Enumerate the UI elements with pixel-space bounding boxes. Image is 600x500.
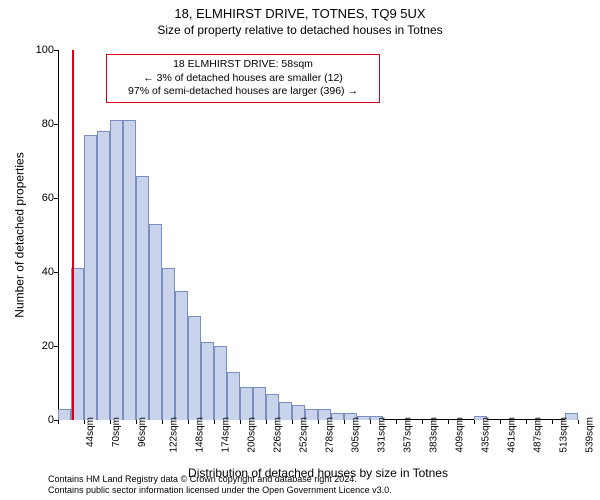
y-tick-mark bbox=[54, 272, 58, 273]
y-tick-label: 0 bbox=[24, 414, 54, 426]
histogram-bar bbox=[58, 409, 71, 420]
y-axis-line bbox=[58, 50, 59, 420]
x-tick-mark bbox=[344, 420, 345, 424]
x-tick-mark bbox=[578, 420, 579, 424]
x-tick-label: 435sqm bbox=[481, 417, 492, 453]
x-tick-mark bbox=[526, 420, 527, 424]
histogram-bar bbox=[162, 268, 175, 420]
footer-line-2: Contains public sector information licen… bbox=[48, 485, 392, 496]
footer-line-1: Contains HM Land Registry data © Crown c… bbox=[48, 474, 392, 485]
histogram-bar bbox=[240, 387, 253, 420]
y-tick-label: 40 bbox=[24, 266, 54, 278]
x-tick-label: 174sqm bbox=[221, 417, 232, 453]
y-tick-label: 80 bbox=[24, 118, 54, 130]
x-tick-label: 487sqm bbox=[533, 417, 544, 453]
y-tick-mark bbox=[54, 198, 58, 199]
annotation-line: ← 3% of detached houses are smaller (12) bbox=[113, 72, 373, 86]
y-tick-mark bbox=[54, 346, 58, 347]
property-marker-line bbox=[72, 50, 74, 420]
histogram-bar bbox=[175, 291, 188, 421]
plot-wrapper: Number of detached properties 0204060801… bbox=[58, 50, 578, 420]
x-tick-label: 226sqm bbox=[273, 417, 284, 453]
footer-text: Contains HM Land Registry data © Crown c… bbox=[48, 474, 392, 497]
x-tick-mark bbox=[318, 420, 319, 424]
y-axis-label: Number of detached properties bbox=[10, 50, 30, 420]
x-tick-mark bbox=[370, 420, 371, 424]
x-tick-mark bbox=[448, 420, 449, 424]
x-tick-label: 539sqm bbox=[585, 417, 596, 453]
histogram-bar bbox=[84, 135, 97, 420]
x-tick-mark bbox=[136, 420, 137, 424]
x-tick-mark bbox=[552, 420, 553, 424]
x-tick-label: 383sqm bbox=[429, 417, 440, 453]
x-tick-mark bbox=[84, 420, 85, 424]
histogram-bar bbox=[253, 387, 266, 420]
x-tick-mark bbox=[240, 420, 241, 424]
histogram-bar bbox=[110, 120, 123, 420]
x-tick-label: 96sqm bbox=[137, 417, 148, 447]
x-tick-label: 252sqm bbox=[299, 417, 310, 453]
x-tick-label: 305sqm bbox=[351, 417, 362, 453]
plot-area: 02040608010044sqm70sqm96sqm122sqm148sqm1… bbox=[58, 50, 578, 420]
x-tick-mark bbox=[110, 420, 111, 424]
x-tick-mark bbox=[500, 420, 501, 424]
histogram-bar bbox=[188, 316, 201, 420]
x-tick-label: 461sqm bbox=[507, 417, 518, 453]
chart-title: 18, ELMHIRST DRIVE, TOTNES, TQ9 5UX bbox=[0, 0, 600, 21]
x-tick-label: 409sqm bbox=[455, 417, 466, 453]
y-tick-label: 100 bbox=[24, 44, 54, 56]
histogram-bar bbox=[201, 342, 214, 420]
x-tick-mark bbox=[292, 420, 293, 424]
y-tick-label: 20 bbox=[24, 340, 54, 352]
annotation-line: 97% of semi-detached houses are larger (… bbox=[113, 85, 373, 99]
x-tick-mark bbox=[188, 420, 189, 424]
x-tick-label: 331sqm bbox=[377, 417, 388, 453]
x-tick-mark bbox=[396, 420, 397, 424]
x-tick-mark bbox=[214, 420, 215, 424]
x-tick-mark bbox=[266, 420, 267, 424]
x-tick-label: 200sqm bbox=[247, 417, 258, 453]
x-tick-mark bbox=[58, 420, 59, 424]
x-tick-label: 70sqm bbox=[111, 417, 122, 447]
histogram-bar bbox=[149, 224, 162, 420]
annotation-line: 18 ELMHIRST DRIVE: 58sqm bbox=[113, 58, 373, 72]
histogram-bar bbox=[123, 120, 136, 420]
x-tick-label: 357sqm bbox=[403, 417, 414, 453]
x-tick-label: 148sqm bbox=[195, 417, 206, 453]
y-tick-label: 60 bbox=[24, 192, 54, 204]
chart-subtitle: Size of property relative to detached ho… bbox=[0, 21, 600, 37]
histogram-bar bbox=[136, 176, 149, 420]
annotation-box: 18 ELMHIRST DRIVE: 58sqm← 3% of detached… bbox=[106, 54, 380, 103]
histogram-bar bbox=[214, 346, 227, 420]
x-tick-mark bbox=[162, 420, 163, 424]
chart-container: 18, ELMHIRST DRIVE, TOTNES, TQ9 5UX Size… bbox=[0, 0, 600, 500]
y-tick-mark bbox=[54, 124, 58, 125]
y-tick-mark bbox=[54, 50, 58, 51]
x-tick-mark bbox=[422, 420, 423, 424]
x-tick-mark bbox=[474, 420, 475, 424]
x-tick-label: 278sqm bbox=[325, 417, 336, 453]
histogram-bar bbox=[227, 372, 240, 420]
histogram-bar bbox=[97, 131, 110, 420]
x-tick-label: 44sqm bbox=[85, 417, 96, 447]
x-tick-label: 122sqm bbox=[169, 417, 180, 453]
x-tick-label: 513sqm bbox=[559, 417, 570, 453]
